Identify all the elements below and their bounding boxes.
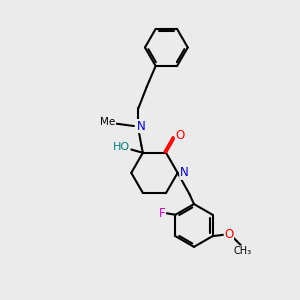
Text: Me: Me bbox=[100, 118, 116, 128]
Text: CH₃: CH₃ bbox=[233, 246, 251, 256]
Text: O: O bbox=[224, 228, 233, 241]
Text: HO: HO bbox=[113, 142, 130, 152]
Text: O: O bbox=[176, 129, 184, 142]
Text: N: N bbox=[136, 119, 145, 133]
Text: N: N bbox=[180, 167, 189, 179]
Text: F: F bbox=[159, 207, 165, 220]
